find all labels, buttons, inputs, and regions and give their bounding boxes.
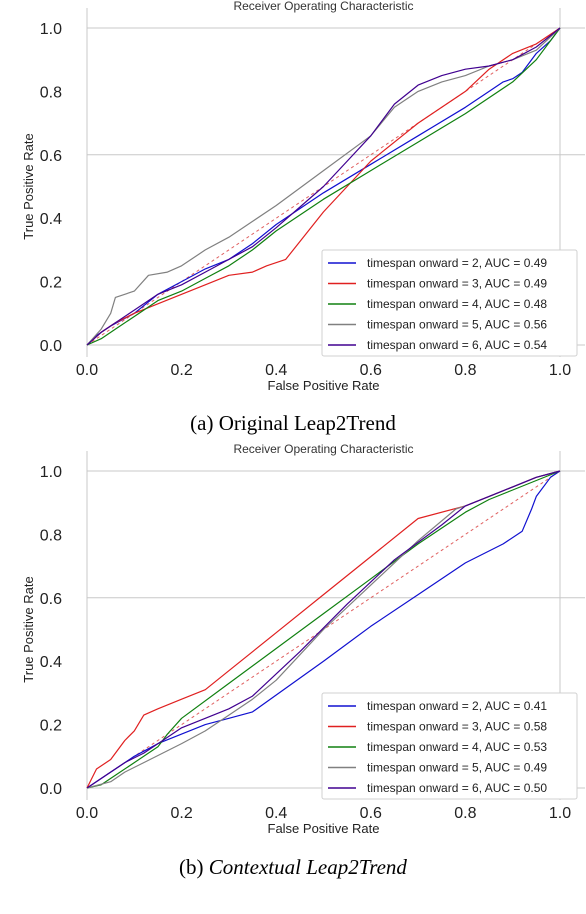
y-tick-label: 0.4 <box>40 654 62 671</box>
x-tick-label: 0.2 <box>170 805 192 822</box>
x-tick-label: 1.0 <box>549 362 571 379</box>
caption-prefix: (b) <box>179 855 209 879</box>
y-tick-label: 0.0 <box>40 338 62 355</box>
x-tick-label: 0.6 <box>360 805 382 822</box>
roc-panel-1: Receiver Operating Characteristic 0.0 0.2 0… <box>21 0 585 435</box>
roc-curve-series-1 <box>86 470 561 789</box>
caption-name: Original Leap2Trend <box>219 411 397 435</box>
y-axis-label: True Positive Rate <box>21 133 36 239</box>
x-tick-label: 0.4 <box>265 805 287 822</box>
roc-curve-series-1 <box>86 27 561 346</box>
legend-box <box>321 692 578 800</box>
y-tick-label: 1.0 <box>40 21 62 38</box>
chart-title: Receiver Operating Characteristic <box>233 0 413 13</box>
y-tick-label: 0.4 <box>40 211 62 228</box>
roc-curve-series-3 <box>86 470 561 789</box>
x-tick-label: 0.2 <box>170 362 192 379</box>
legend-entry: timespan onward = 5, AUC = 0.49 <box>367 761 547 775</box>
chart-title: Receiver Operating Characteristic <box>233 442 413 456</box>
roc-curve-series-5 <box>86 470 561 789</box>
caption-name: Contextual Leap2Trend <box>209 855 408 879</box>
y-tick-label: 1.0 <box>40 464 62 481</box>
x-tick-label: 1.0 <box>549 805 571 822</box>
x-tick-label: 0.4 <box>265 362 287 379</box>
legend-entry: timespan onward = 6, AUC = 0.54 <box>367 338 547 352</box>
roc-curve-series-5 <box>86 27 561 346</box>
x-axis-label: False Positive Rate <box>268 821 380 836</box>
x-axis-label: False Positive Rate <box>268 378 380 393</box>
x-tick-label: 0.6 <box>360 362 382 379</box>
y-tick-label: 0.6 <box>40 591 62 608</box>
roc-curve-series-2 <box>86 27 561 346</box>
roc-curve-series-4 <box>86 27 561 346</box>
x-tick-label: 0.8 <box>454 805 476 822</box>
y-tick-label: 0.6 <box>40 148 62 165</box>
y-tick-label: 0.8 <box>40 84 62 101</box>
roc-panel-2: Receiver Operating Characteristic 0.0 0.2 0… <box>21 442 585 879</box>
figure-caption: (b) Contextual Leap2Trend <box>179 855 407 879</box>
legend: timespan onward = 2, AUC = 0.49 timespan … <box>321 249 578 357</box>
legend-entry: timespan onward = 2, AUC = 0.41 <box>367 699 547 713</box>
legend-entry: timespan onward = 4, AUC = 0.48 <box>367 297 547 311</box>
legend-entry: timespan onward = 6, AUC = 0.50 <box>367 781 547 795</box>
legend-entry: timespan onward = 5, AUC = 0.56 <box>367 318 547 332</box>
x-tick-label: 0.0 <box>76 805 98 822</box>
roc-curve-series-3 <box>86 27 561 346</box>
figure-caption: (a) Original Leap2Trend <box>190 411 396 435</box>
y-tick-label: 0.2 <box>40 718 62 735</box>
legend-entry: timespan onward = 3, AUC = 0.49 <box>367 277 547 291</box>
y-axis-label: True Positive Rate <box>21 576 36 682</box>
x-tick-label: 0.8 <box>454 362 476 379</box>
legend: timespan onward = 2, AUC = 0.41 timespan … <box>321 692 578 800</box>
legend-box <box>321 249 578 357</box>
y-tick-label: 0.2 <box>40 275 62 292</box>
y-tick-label: 0.0 <box>40 781 62 798</box>
legend-entry: timespan onward = 2, AUC = 0.49 <box>367 256 547 270</box>
x-tick-label: 0.0 <box>76 362 98 379</box>
caption-prefix: (a) <box>190 411 219 435</box>
y-tick-label: 0.8 <box>40 527 62 544</box>
legend-entry: timespan onward = 4, AUC = 0.53 <box>367 740 547 754</box>
legend-entry: timespan onward = 3, AUC = 0.58 <box>367 720 547 734</box>
